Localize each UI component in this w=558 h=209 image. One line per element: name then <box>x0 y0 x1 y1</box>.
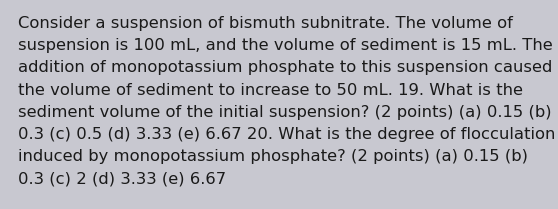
Text: suspension is 100 mL, and the volume of sediment is 15 mL. The: suspension is 100 mL, and the volume of … <box>18 38 553 53</box>
Text: 0.3 (c) 2 (d) 3.33 (e) 6.67: 0.3 (c) 2 (d) 3.33 (e) 6.67 <box>18 171 226 186</box>
Text: addition of monopotassium phosphate to this suspension caused: addition of monopotassium phosphate to t… <box>18 60 552 75</box>
Text: sediment volume of the initial suspension? (2 points) (a) 0.15 (b): sediment volume of the initial suspensio… <box>18 105 552 120</box>
Text: Consider a suspension of bismuth subnitrate. The volume of: Consider a suspension of bismuth subnitr… <box>18 16 513 31</box>
Text: induced by monopotassium phosphate? (2 points) (a) 0.15 (b): induced by monopotassium phosphate? (2 p… <box>18 149 528 164</box>
Text: 0.3 (c) 0.5 (d) 3.33 (e) 6.67 20. What is the degree of flocculation: 0.3 (c) 0.5 (d) 3.33 (e) 6.67 20. What i… <box>18 127 555 142</box>
Text: the volume of sediment to increase to 50 mL. 19. What is the: the volume of sediment to increase to 50… <box>18 83 523 98</box>
